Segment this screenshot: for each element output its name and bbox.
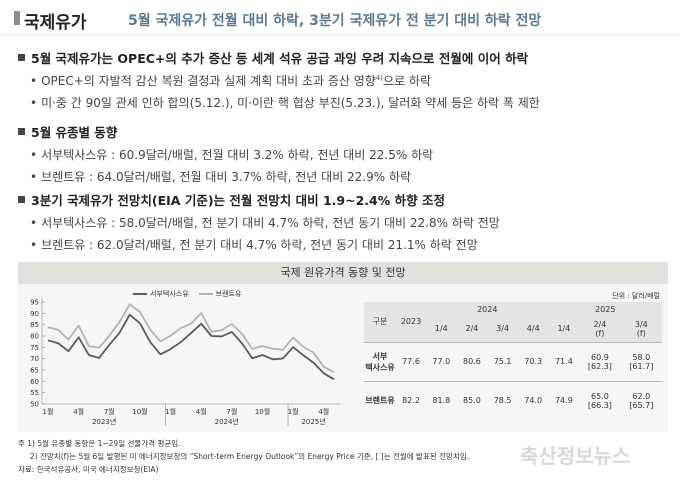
x-tick-label: 1월 (43, 407, 54, 416)
footnotes: 주 1) 5월 유종별 동향은 1~29일 선물가격 평균임. 2) 전망치(f… (18, 437, 469, 476)
bullet-item: • 미·중 간 90일 관세 인하 합의(5.12.), 미·이란 핵 협상 부진… (30, 96, 540, 110)
table-cell: 74.9 (548, 380, 580, 420)
table-col-label: 구분 (364, 302, 396, 342)
section-may-overview: 5월 국제유가는 OPEC+의 추가 증산 등 세계 석유 공급 과잉 우려 지… (18, 48, 540, 111)
table-year-2023: 2023 (396, 302, 426, 342)
chart-legend: 서부텍사스유 브렌트유 (133, 289, 241, 299)
publisher-watermark: 축산정보뉴스 (520, 444, 631, 468)
table-cell: 60.9 [62.3] (579, 341, 621, 381)
section-logo: 국제유가 (24, 13, 87, 33)
table-cell: 62.0 [65.7] (620, 380, 662, 420)
bullet-dot-icon: • (30, 216, 38, 230)
y-tick-label: 65 (30, 367, 39, 375)
legend-label-wti: 서부텍사스유 (150, 290, 189, 298)
y-tick-label: 55 (30, 389, 39, 397)
series-line (47, 303, 335, 374)
x-tick-label: 10월 (132, 407, 147, 416)
table-year-2025: 2025 (548, 302, 662, 316)
table-cell: 70.3 (517, 341, 549, 381)
table-cell: 74.0 (517, 380, 549, 420)
legend-label-brent: 브렌트유 (215, 290, 242, 298)
section-title: 3분기 국제유가 전망치(EIA 기준)는 전월 전망치 대비 1.9~2.4%… (31, 193, 445, 208)
table-row: 브렌트유 82.2 81.8 85.0 78.5 74.0 74.9 65.0[… (364, 380, 662, 420)
table-cell: 58.0 [61.7] (620, 341, 662, 381)
bullet-item: • 서부텍사스유 : 58.0달러/배럴, 전 분기 대비 4.7% 하락, 전년… (30, 216, 500, 230)
bullet-item: • 서부텍사스유 : 60.9달러/배럴, 전월 대비 3.2% 하락, 전년 대… (30, 148, 434, 162)
y-tick-label: 90 (30, 310, 39, 318)
table-cell: 81.8 (426, 380, 457, 420)
price-line-chart: 50 55 60 65 70 75 80 85 90 95 1월 4월 7월 10월 1월 4월 7월 10월 1월… (30, 298, 340, 426)
table-cell: 85.0 (456, 380, 488, 420)
bullet-item: • OPEC+의 자발적 감산 복원 결정과 실제 계획 대비 초과 증산 영향4… (30, 74, 432, 88)
legend-swatch-wti (133, 293, 147, 295)
table-cell: 77.0 (426, 341, 457, 381)
bullet-item: • 브렌트유 : 64.0달러/배럴, 전월 대비 3.7% 하락, 전년 대비 … (30, 170, 412, 184)
table-quarter: 1/4 (548, 316, 580, 342)
y-tick-label: 50 (30, 401, 39, 409)
table-year-2024: 2024 (426, 302, 549, 316)
footnote-source: 자료: 한국석유공사, 미국 에너지정보청(EIA) (18, 465, 159, 474)
year-label: 2024년 (215, 417, 239, 426)
bullet-dot-icon: • (30, 238, 38, 252)
section-q3-outlook: 3분기 국제유가 전망치(EIA 기준)는 전월 전망치 대비 1.9~2.4%… (18, 190, 500, 253)
x-tick-label: 7월 (104, 407, 115, 416)
table-cell: 77.6 (396, 341, 426, 381)
table-cell: 80.6 (456, 341, 488, 381)
x-tick-label: 1월 (288, 407, 299, 416)
table-quarter: 3/4 (487, 316, 518, 342)
x-tick-label: 10월 (255, 407, 270, 416)
forecast-table: 구분 2023 2024 2025 1/4 2/4 3/4 4/4 1/4 2/… (364, 302, 662, 420)
table-quarter: 2/4 (456, 316, 488, 342)
table-quarter: 4/4 (517, 316, 549, 342)
year-label: 2025년 (301, 417, 325, 426)
x-tick-label: 4월 (318, 407, 329, 416)
section-may-by-crude: 5월 유종별 동향 • 서부텍사스유 : 60.9달러/배럴, 전월 대비 3.2… (18, 122, 433, 185)
x-tick-label: 4월 (73, 407, 84, 416)
y-tick-label: 80 (30, 333, 39, 341)
section-title: 5월 국제유가는 OPEC+의 추가 증산 등 세계 석유 공급 과잉 우려 지… (31, 51, 529, 66)
header-marker (14, 11, 20, 25)
x-tick-label: 4월 (196, 407, 207, 416)
table-quarter: 2/4 (f) (579, 316, 621, 342)
table-quarter: 1/4 (426, 316, 457, 342)
table-cell: 78.5 (487, 380, 518, 420)
x-tick-label: 1월 (165, 407, 176, 416)
series-line (47, 313, 335, 381)
bullet-item: • 브렌트유 : 62.0달러/배럴, 전 분기 대비 4.7% 하락, 전년 동… (30, 238, 478, 252)
table-row-label: 브렌트유 (364, 380, 396, 420)
bullet-dot-icon: • (30, 96, 38, 110)
y-tick-label: 60 (30, 378, 39, 386)
table-row-label: 서부 텍사스유 (364, 341, 396, 381)
page-title: 5월 국제유가 전월 대비 하락, 3분기 국제유가 전 분기 대비 하락 전망 (128, 13, 542, 29)
year-label: 2023년 (92, 417, 116, 426)
legend-swatch-brent (198, 293, 213, 295)
header-bar: 국제유가 5월 국제유가 전월 대비 하락, 3분기 국제유가 전 분기 대비 … (0, 0, 680, 36)
square-bullet-icon (18, 196, 25, 203)
y-tick-label: 75 (30, 344, 39, 352)
panel-title: 국제 원유가격 동향 및 전망 (18, 262, 668, 284)
footnote-2: 2) 전망치(f)는 5월 6일 발행된 미 에너지정보청의 “Short-te… (18, 452, 470, 461)
table-cell: 75.1 (487, 341, 518, 381)
table-row: 서부 텍사스유 77.6 77.0 80.6 75.1 70.3 71.4 60.… (364, 341, 662, 381)
table-cell: 71.4 (548, 341, 580, 381)
table-cell: 82.2 (396, 380, 426, 420)
x-tick-label: 7월 (226, 407, 237, 416)
table-quarter: 3/4 (f) (620, 316, 662, 342)
bullet-dot-icon: • (30, 74, 38, 88)
y-tick-label: 95 (30, 299, 39, 307)
square-bullet-icon (18, 128, 25, 135)
footnote-1: 주 1) 5월 유종별 동향은 1~29일 선물가격 평균임. (18, 439, 181, 448)
bullet-dot-icon: • (30, 148, 38, 162)
table-cell: 65.0 [66.3] (579, 380, 621, 420)
y-tick-label: 70 (30, 355, 39, 363)
section-title: 5월 유종별 동향 (31, 125, 118, 140)
unit-label: 단위 : 달러/배럴 (612, 292, 660, 300)
price-panel: 국제 원유가격 동향 및 전망 서부텍사스유 브렌트유 단위 : 달러/배럴 5… (18, 262, 668, 432)
square-bullet-icon (18, 54, 25, 61)
bullet-dot-icon: • (30, 170, 38, 184)
y-tick-label: 85 (30, 321, 39, 329)
